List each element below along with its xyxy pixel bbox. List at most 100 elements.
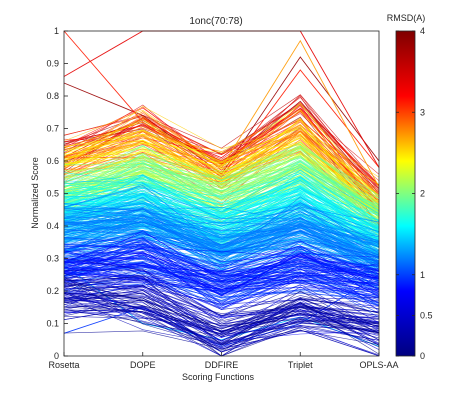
- series-line: [63, 141, 380, 216]
- series-line: [63, 240, 380, 295]
- series-line: [63, 262, 380, 283]
- series-line: [63, 133, 380, 185]
- y-tick-label: 0.5: [46, 189, 59, 199]
- series-line: [63, 330, 380, 350]
- x-axis: Rosetta DOPE DDFIRE Triplet OPLS-AA: [48, 352, 399, 370]
- series-line: [63, 245, 380, 275]
- series-line: [63, 202, 380, 249]
- series-line: [63, 121, 380, 201]
- y-tick-label: 0.6: [46, 156, 59, 166]
- colorbar: RMSD(A) 0 0.5 1 2 3 4: [387, 13, 433, 361]
- series-line: [63, 281, 380, 330]
- series-line: [63, 174, 380, 223]
- series-line: [63, 292, 380, 345]
- series-line: [63, 282, 380, 333]
- series-line: [63, 187, 380, 234]
- series-line: [63, 241, 380, 292]
- series-line: [63, 251, 380, 297]
- series-line: [63, 206, 380, 237]
- x-tick-label: Triplet: [288, 360, 313, 370]
- series-line: [63, 250, 380, 291]
- series-line: [63, 207, 380, 246]
- colorbar-tick-label: 2: [420, 189, 425, 199]
- series-line: [63, 252, 380, 287]
- series-line: [63, 103, 380, 202]
- colorbar-ticks: 0 0.5 1 2 3 4: [396, 26, 433, 361]
- series-line: [63, 247, 380, 296]
- series-line: [63, 102, 380, 187]
- series-line: [63, 144, 380, 225]
- series-line: [63, 117, 380, 196]
- series-line: [63, 276, 380, 346]
- series-line: [63, 165, 380, 211]
- y-axis-label: Normalized Score: [30, 157, 40, 229]
- series-line: [63, 305, 380, 351]
- series-line: [63, 237, 380, 257]
- series-line: [63, 301, 380, 336]
- series-line: [63, 299, 380, 344]
- series-line: [63, 274, 380, 323]
- series-line: [63, 110, 380, 194]
- series-line: [63, 109, 380, 209]
- series-line: [63, 292, 380, 335]
- series-line: [63, 285, 380, 316]
- series-line: [63, 292, 380, 346]
- x-tick-label: OPLS-AA: [359, 360, 398, 370]
- series-line: [63, 245, 380, 292]
- colorbar-tick-label: 1: [420, 270, 425, 280]
- series-line: [63, 306, 380, 344]
- series-line: [63, 142, 380, 207]
- series-line: [63, 139, 380, 205]
- y-tick-label: 0.1: [46, 319, 59, 329]
- series-line: [63, 173, 380, 229]
- plot-area: [63, 30, 380, 357]
- series-lines: [63, 30, 380, 357]
- series-line: [63, 129, 380, 204]
- colorbar-tick-label: 4: [420, 26, 425, 36]
- colorbar-tick-label: 3: [420, 107, 425, 117]
- series-line: [63, 94, 380, 186]
- series-line: [63, 216, 380, 264]
- x-tick-label: DOPE: [130, 360, 156, 370]
- series-line: [63, 284, 380, 306]
- series-line: [63, 169, 380, 226]
- series-line: [63, 243, 380, 279]
- series-line: [63, 129, 380, 219]
- series-line: [63, 293, 380, 335]
- series-line: [63, 208, 380, 253]
- y-tick-label: 0.7: [46, 124, 59, 134]
- y-tick-label: 0.2: [46, 286, 59, 296]
- series-line: [63, 104, 380, 187]
- colorbar-label: RMSD(A): [387, 13, 426, 23]
- series-line: [63, 163, 380, 208]
- series-line: [63, 208, 380, 243]
- y-tick-label: 0.9: [46, 59, 59, 69]
- series-line: [63, 240, 380, 278]
- series-line: [63, 218, 380, 267]
- y-tick-label: 1: [54, 26, 59, 36]
- series-line: [63, 39, 380, 188]
- series-line: [63, 151, 380, 218]
- series-line: [63, 147, 380, 229]
- series-line: [63, 217, 380, 258]
- y-tick-label: 0.3: [46, 254, 59, 264]
- series-line: [63, 161, 380, 215]
- series-line: [63, 106, 380, 178]
- series-line: [63, 162, 380, 243]
- series-line: [63, 217, 380, 243]
- series-line: [63, 217, 380, 259]
- series-line: [63, 126, 380, 206]
- x-tick-label: Rosetta: [48, 360, 79, 370]
- series-line: [63, 252, 380, 283]
- series-line: [63, 229, 380, 257]
- colorbar-tick-label: 0: [420, 351, 425, 361]
- series-line: [63, 166, 380, 215]
- series-line: [63, 202, 380, 256]
- series-line: [63, 145, 380, 196]
- y-axis: 0 0.1 0.2 0.3 0.4 0.5 0.6 0.7 0.8 0.9 1: [46, 26, 68, 361]
- colorbar-tick-label: 0.5: [420, 310, 433, 320]
- series-line: [63, 255, 380, 274]
- y-tick-label: 0: [54, 351, 59, 361]
- series-line: [63, 203, 380, 248]
